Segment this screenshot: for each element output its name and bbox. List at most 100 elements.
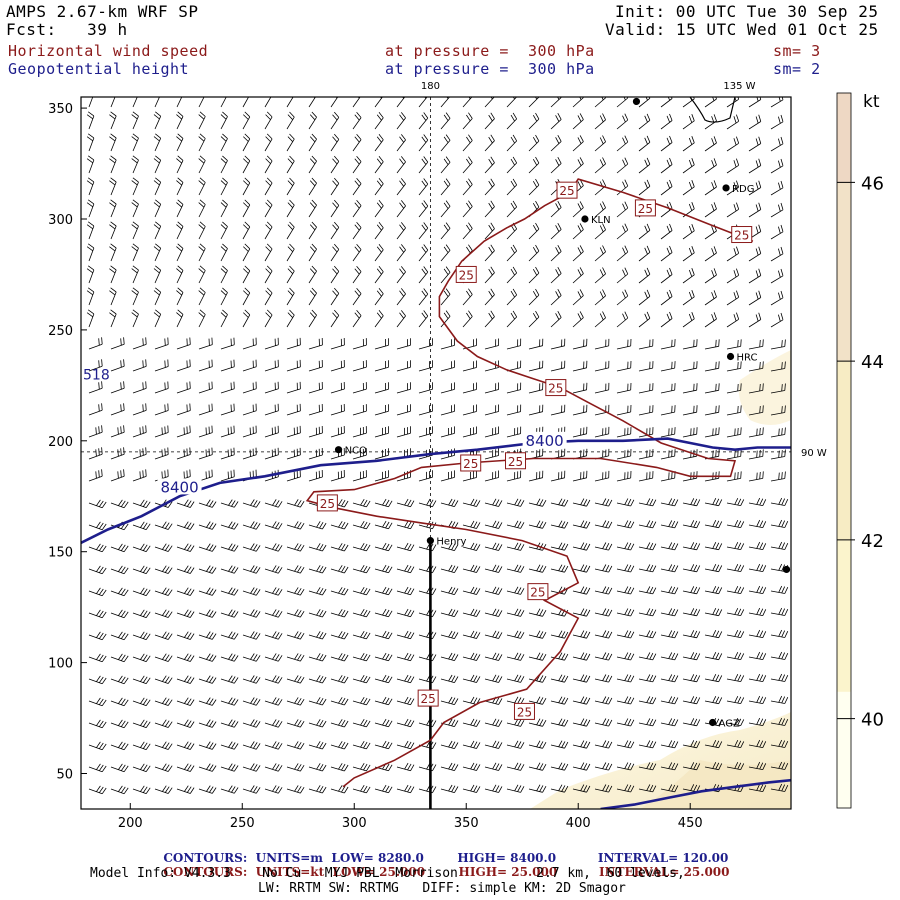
wind-barb — [374, 542, 393, 552]
wind-barb — [110, 785, 129, 795]
wind-barb — [506, 404, 522, 416]
wind-barb — [506, 360, 522, 372]
wind-barb — [308, 653, 327, 662]
wind-barb — [572, 542, 591, 551]
contour-label-box — [513, 702, 535, 720]
wind-barb — [770, 114, 784, 130]
wind-barb — [352, 133, 362, 152]
wind-barb — [352, 586, 371, 596]
wind-barb — [638, 498, 657, 507]
wind-barb — [506, 266, 518, 284]
footer-low-value: 8280.0 — [377, 851, 424, 865]
wind-barb — [86, 221, 95, 240]
wind-barb — [374, 608, 393, 618]
wind-barb — [352, 360, 367, 372]
wind-barb — [198, 785, 217, 794]
wind-barb — [506, 178, 518, 196]
wind-barb — [110, 359, 125, 372]
wind-barb — [198, 177, 206, 196]
wind-barb — [308, 425, 323, 438]
wind-barb — [704, 136, 717, 152]
station-dot — [581, 215, 589, 223]
wind-barb — [330, 177, 340, 196]
wind-barb — [594, 630, 613, 639]
wind-barb — [528, 178, 540, 196]
model-title: AMPS 2.67-km WRF SP — [6, 2, 199, 21]
wind-barb — [88, 543, 107, 553]
wind-barb — [726, 158, 740, 174]
wind-barb — [88, 499, 107, 509]
wind-barb — [132, 785, 151, 794]
wind-barb — [220, 785, 239, 794]
wind-barb — [198, 741, 217, 750]
wind-barb — [594, 448, 610, 460]
wind-barb — [110, 447, 125, 460]
wind-barb — [242, 381, 257, 394]
wind-barb — [726, 542, 745, 550]
wind-barb — [198, 337, 213, 350]
wind-barb — [748, 673, 767, 682]
footer-units: UNITS=m — [255, 851, 324, 865]
wind-barb — [264, 609, 283, 618]
wind-barb — [242, 675, 261, 684]
wind-barb — [550, 520, 569, 529]
wind-barb — [286, 309, 295, 328]
wind-barb — [286, 177, 295, 196]
wind-barb — [418, 718, 437, 728]
wind-barb — [396, 784, 415, 794]
wind-barb — [726, 520, 745, 528]
wind-barb — [462, 630, 481, 639]
colorbar-band — [837, 691, 851, 808]
wind-barb — [154, 675, 173, 684]
wind-barb — [176, 741, 195, 750]
wind-barb — [484, 448, 499, 460]
wind-barb — [484, 244, 495, 262]
wind-barb — [418, 178, 429, 196]
wind-barb — [726, 405, 742, 416]
wind-barb — [682, 696, 701, 705]
wind-barb — [396, 740, 415, 750]
wind-barb — [748, 246, 762, 262]
wind-barb — [616, 179, 629, 196]
wind-barb — [418, 426, 433, 438]
wind-barb — [308, 469, 323, 482]
station-label: RDG — [732, 184, 754, 195]
wind-barb — [462, 762, 481, 771]
wind-barb — [264, 543, 283, 552]
wind-barb — [660, 267, 673, 284]
footer-contours-label: CONTOURS: — [163, 865, 248, 879]
wind-barb — [352, 155, 362, 174]
wind-barb — [153, 133, 162, 152]
wind-barb — [748, 497, 767, 506]
wind-barb — [616, 245, 629, 262]
station-dot — [334, 446, 343, 454]
wind-barb — [198, 133, 206, 152]
wind-barb — [528, 718, 547, 727]
contour-label-bg — [0, 503, 36, 519]
wind-barb — [86, 243, 95, 262]
contour-label-box — [417, 689, 439, 707]
wind-barb — [748, 717, 767, 726]
wind-barb — [330, 381, 345, 394]
wind-barb — [770, 739, 789, 748]
wind-barb — [352, 762, 371, 772]
contour-label-bg — [522, 431, 567, 448]
wind-barb — [572, 696, 591, 705]
wind-barb — [506, 97, 517, 108]
wind-barb — [770, 136, 784, 152]
wind-barb — [726, 674, 745, 682]
wind-barb — [748, 607, 767, 616]
wind-barb — [726, 202, 740, 218]
wind-barb — [374, 338, 389, 350]
wind-barb — [462, 652, 481, 661]
wind-barb — [418, 608, 437, 618]
wind-barb — [616, 784, 635, 793]
wind-barb — [748, 519, 767, 528]
wind-barb — [594, 426, 610, 438]
wind-barb — [748, 339, 764, 350]
wind-barb — [374, 360, 389, 372]
wind-barb — [242, 177, 251, 196]
field1-smoothing: sm= 3 — [773, 42, 821, 60]
wind-barb — [396, 244, 406, 262]
